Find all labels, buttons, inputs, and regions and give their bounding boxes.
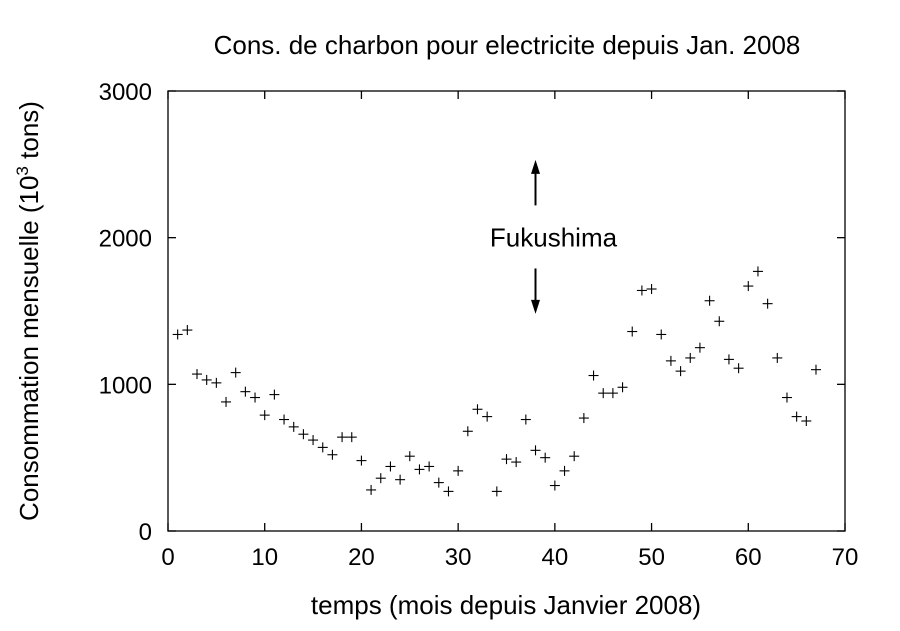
data-point <box>617 382 628 393</box>
x-tick-label: 40 <box>542 544 569 571</box>
data-point <box>462 426 473 437</box>
arrow-down-head <box>531 299 541 314</box>
data-point <box>472 404 483 415</box>
data-point <box>356 455 367 466</box>
x-tick-label: 20 <box>348 544 375 571</box>
data-point <box>540 452 551 463</box>
data-point <box>192 369 203 380</box>
data-point <box>375 473 386 484</box>
data-point <box>288 421 299 432</box>
data-point <box>714 316 725 327</box>
data-point <box>772 352 783 363</box>
data-point <box>559 465 570 476</box>
data-point <box>723 354 734 365</box>
data-point <box>762 298 773 309</box>
data-point <box>791 411 802 422</box>
y-tick-label: 0 <box>139 519 152 546</box>
data-point <box>520 414 531 425</box>
data-point <box>443 486 454 497</box>
y-tick-label: 3000 <box>99 79 152 106</box>
fukushima-label: Fukushima <box>490 223 618 253</box>
x-axis-label: temps (mois depuis Janvier 2008) <box>311 590 701 620</box>
chart-title: Cons. de charbon pour electricite depuis… <box>214 30 801 60</box>
data-point <box>511 457 522 468</box>
data-point <box>578 413 589 424</box>
data-point <box>259 410 270 421</box>
data-point <box>211 377 222 388</box>
data-point <box>694 342 705 353</box>
data-point <box>385 461 396 472</box>
y-tick-label: 1000 <box>99 372 152 399</box>
data-point <box>636 285 647 296</box>
data-point <box>346 432 357 443</box>
data-point <box>598 388 609 399</box>
data-point <box>607 388 618 399</box>
data-point <box>453 465 464 476</box>
data-point <box>656 329 667 340</box>
data-point <box>752 266 763 277</box>
data-point <box>395 474 406 485</box>
data-point <box>646 284 657 294</box>
data-point <box>279 414 290 425</box>
axis-ticks: 0 10 20 30 40 50 60 70 0 1000 2000 3000 <box>99 79 859 571</box>
x-tick-label: 60 <box>735 544 762 571</box>
data-point <box>810 364 821 375</box>
data-point <box>221 396 232 407</box>
data-point <box>569 451 580 462</box>
data-point <box>172 329 183 340</box>
data-point <box>433 477 444 488</box>
data-point <box>404 451 415 462</box>
data-point <box>366 484 377 495</box>
data-point <box>743 281 754 292</box>
data-point <box>182 325 193 336</box>
data-point <box>675 366 686 377</box>
y-axis-label: Consommation mensuelle (103 tons) <box>13 101 44 521</box>
x-tick-label: 50 <box>638 544 665 571</box>
data-point <box>665 355 676 366</box>
data-point <box>201 374 212 385</box>
data-point <box>414 464 425 475</box>
data-point <box>308 435 319 446</box>
x-tick-label: 10 <box>251 544 278 571</box>
x-tick-label: 30 <box>445 544 472 571</box>
arrow-up-head <box>531 159 541 174</box>
data-point <box>588 370 599 381</box>
data-point <box>317 442 328 453</box>
data-point <box>240 386 251 397</box>
data-point <box>627 326 638 337</box>
data-point <box>781 392 792 403</box>
data-point <box>549 480 560 491</box>
plot-frame <box>167 90 846 532</box>
data-point <box>733 363 744 374</box>
data-point <box>530 445 541 456</box>
data-point <box>298 429 309 440</box>
data-point <box>501 454 512 465</box>
fukushima-annotation: Fukushima <box>490 159 618 314</box>
data-point <box>327 449 338 460</box>
y-axis-label-exponent: 3 <box>13 166 32 175</box>
data-point <box>337 432 348 443</box>
data-point <box>250 392 261 403</box>
data-point <box>230 367 241 378</box>
data-point <box>269 389 280 400</box>
x-tick-label: 70 <box>832 544 859 571</box>
x-tick-label: 0 <box>161 544 174 571</box>
data-point <box>685 352 696 363</box>
y-axis-label-unit: tons) <box>14 101 44 166</box>
data-point <box>482 411 493 422</box>
y-axis-label-main: Consommation mensuelle (10 <box>14 176 44 521</box>
data-points <box>172 266 821 497</box>
y-tick-label: 2000 <box>99 226 152 253</box>
data-point <box>491 486 502 497</box>
data-point <box>801 416 812 426</box>
data-point <box>424 461 435 472</box>
data-point <box>704 295 715 306</box>
